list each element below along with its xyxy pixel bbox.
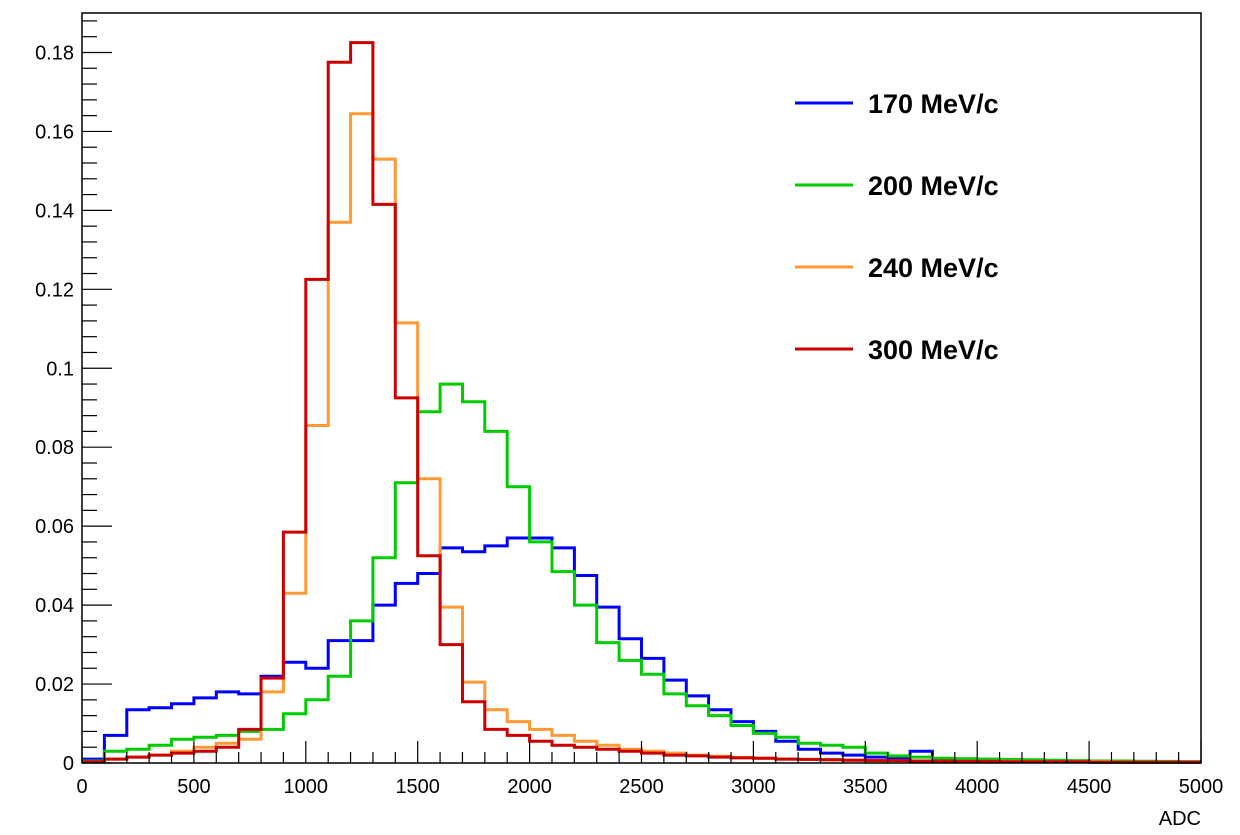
y-tick-label: 0.1 — [46, 358, 74, 380]
y-tick-label: 0.02 — [35, 674, 74, 696]
y-tick-label: 0.14 — [35, 200, 74, 222]
x-tick-label: 1000 — [284, 776, 329, 798]
series-line-1 — [82, 382, 1201, 764]
legend-item: 200 MeV/c — [795, 171, 999, 201]
y-tick-label: 0.16 — [35, 121, 74, 143]
x-tick-label: 5000 — [1179, 776, 1224, 798]
x-axis-ticks — [81, 741, 1202, 763]
y-tick-label: 0 — [63, 753, 74, 775]
x-tick-label: 4500 — [1067, 776, 1112, 798]
legend-label: 240 MeV/c — [868, 253, 999, 283]
x-tick-label: 3000 — [731, 776, 776, 798]
y-axis-ticks — [82, 20, 112, 764]
legend-item: 300 MeV/c — [795, 335, 999, 365]
y-axis-tick-labels: 0 0.02 0.04 0.06 0.08 0.1 0.12 0.14 0.16 0.18 — [35, 42, 74, 775]
legend-item: 170 MeV/c — [795, 89, 999, 119]
legend-item: 240 MeV/c — [795, 253, 999, 283]
legend-label: 170 MeV/c — [868, 89, 999, 119]
legend-label: 300 MeV/c — [868, 335, 999, 365]
x-tick-label: 1500 — [395, 776, 440, 798]
series-line-3 — [82, 41, 1201, 764]
legend-label: 200 MeV/c — [868, 171, 999, 201]
y-tick-label: 0.04 — [35, 595, 74, 617]
x-tick-label: 500 — [177, 776, 210, 798]
x-tick-label: 2500 — [619, 776, 664, 798]
x-tick-label: 3500 — [843, 776, 888, 798]
y-tick-label: 0.12 — [35, 279, 74, 301]
legend: 170 MeV/c 200 MeV/c 240 MeV/c 300 MeV/c — [795, 89, 999, 365]
y-tick-label: 0.08 — [35, 437, 74, 459]
x-axis-label: ADC — [1159, 808, 1201, 830]
x-axis-tick-labels: 0 500 1000 1500 2000 2500 3000 3500 4000 4500 5000 — [76, 776, 1223, 798]
x-tick-label: 4000 — [955, 776, 1000, 798]
x-tick-label: 0 — [76, 776, 87, 798]
series-layer — [82, 41, 1201, 764]
x-tick-label: 2000 — [507, 776, 552, 798]
y-tick-label: 0.18 — [35, 42, 74, 64]
y-tick-label: 0.06 — [35, 516, 74, 538]
